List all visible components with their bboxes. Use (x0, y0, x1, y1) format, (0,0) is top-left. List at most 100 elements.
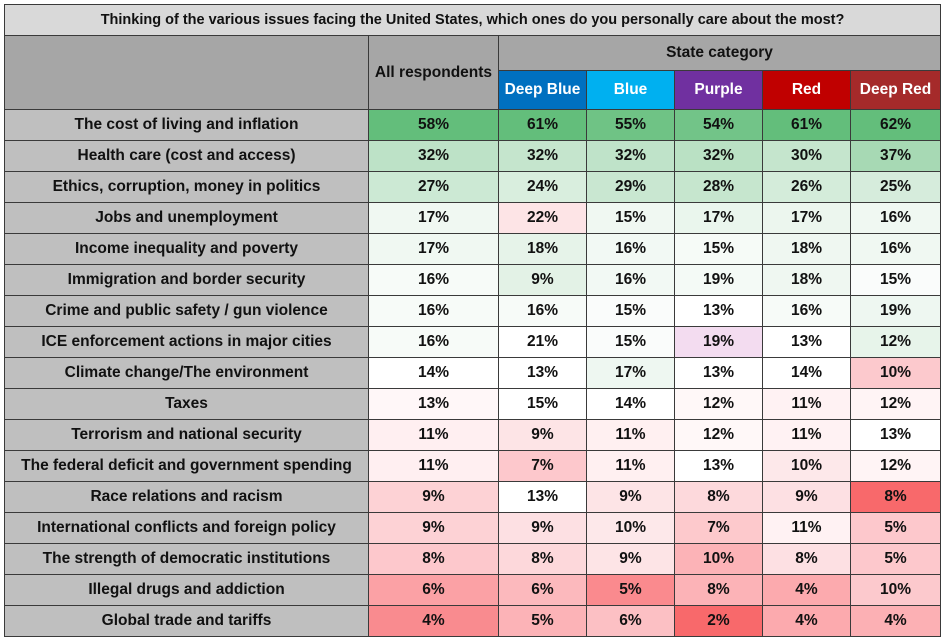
value-cell: 8% (674, 574, 763, 606)
table-row: Jobs and unemployment 17% 22% 15% 17% 17% 16% (4, 202, 941, 234)
value-cell: 15% (586, 326, 675, 358)
value-cell: 8% (674, 481, 763, 513)
value-cell: 14% (762, 357, 851, 389)
value-cell: 25% (849, 171, 941, 203)
value-cell: 13% (849, 419, 941, 451)
value-cell: 15% (674, 233, 763, 265)
issue-label: Jobs and unemployment (4, 202, 369, 234)
value-cell: 17% (586, 357, 675, 389)
value-cell: 7% (674, 512, 763, 544)
value-cell: 24% (498, 171, 587, 203)
value-cell: 37% (849, 140, 941, 172)
value-cell: 16% (762, 295, 851, 327)
value-cell: 17% (368, 233, 499, 265)
value-cell: 32% (368, 140, 499, 172)
value-cell: 32% (674, 140, 763, 172)
value-cell: 5% (849, 543, 941, 575)
value-cell: 11% (762, 419, 851, 451)
state-header-deep-blue: Deep Blue (498, 70, 587, 110)
value-cell: 4% (762, 574, 851, 606)
issue-label: The strength of democratic institutions (4, 543, 369, 575)
value-cell: 13% (762, 326, 851, 358)
value-cell: 13% (498, 357, 587, 389)
value-cell: 16% (586, 264, 675, 296)
value-cell: 11% (586, 450, 675, 482)
issue-label: Race relations and racism (4, 481, 369, 513)
table-row: Taxes 13% 15% 14% 12% 11% 12% (4, 388, 941, 420)
table-row: Terrorism and national security 11% 9% 11% 1… (4, 419, 941, 451)
value-cell: 18% (762, 264, 851, 296)
value-cell: 26% (762, 171, 851, 203)
value-cell: 17% (368, 202, 499, 234)
value-cell: 16% (498, 295, 587, 327)
value-cell: 5% (498, 605, 587, 637)
table-row: International conflicts and foreign poli… (4, 512, 941, 544)
value-cell: 6% (368, 574, 499, 606)
value-cell: 29% (586, 171, 675, 203)
value-cell: 15% (586, 295, 675, 327)
table-row: Climate change/The environment 14% 13% 17% 1… (4, 357, 941, 389)
value-cell: 11% (762, 512, 851, 544)
state-header-red: Red (762, 70, 851, 110)
value-cell: 13% (674, 357, 763, 389)
value-cell: 16% (368, 264, 499, 296)
issue-label: International conflicts and foreign poli… (4, 512, 369, 544)
value-cell: 12% (849, 326, 941, 358)
value-cell: 17% (674, 202, 763, 234)
issue-label: The federal deficit and government spend… (4, 450, 369, 482)
issue-header-blank (4, 35, 369, 110)
value-cell: 19% (674, 264, 763, 296)
value-cell: 10% (586, 512, 675, 544)
table-title: Thinking of the various issues facing th… (3, 4, 941, 36)
value-cell: 11% (368, 450, 499, 482)
table-row: ICE enforcement actions in major cities 1… (4, 326, 941, 358)
value-cell: 28% (674, 171, 763, 203)
value-cell: 61% (762, 109, 851, 141)
state-header-deep-red: Deep Red (849, 70, 941, 110)
table-row: Crime and public safety / gun violence 16… (4, 295, 941, 327)
issue-label: Terrorism and national security (4, 419, 369, 451)
value-cell: 16% (368, 326, 499, 358)
value-cell: 10% (849, 574, 941, 606)
value-cell: 13% (498, 481, 587, 513)
value-cell: 6% (498, 574, 587, 606)
table-row: Global trade and tariffs 4% 5% 6% 2% 4% 4% (4, 605, 941, 637)
value-cell: 10% (849, 357, 941, 389)
value-cell: 15% (849, 264, 941, 296)
issues-table: Thinking of the various issues facing th… (3, 4, 941, 637)
value-cell: 30% (762, 140, 851, 172)
table-row: Immigration and border security 16% 9% 16% 1… (4, 264, 941, 296)
value-cell: 10% (674, 543, 763, 575)
value-cell: 11% (586, 419, 675, 451)
table-row: Health care (cost and access) 32% 32% 32% 32… (4, 140, 941, 172)
value-cell: 9% (498, 264, 587, 296)
state-header-purple: Purple (674, 70, 763, 110)
value-cell: 9% (586, 481, 675, 513)
value-cell: 4% (849, 605, 941, 637)
table-row: The federal deficit and government spend… (4, 450, 941, 482)
value-cell: 22% (498, 202, 587, 234)
value-cell: 16% (586, 233, 675, 265)
issue-label: Global trade and tariffs (4, 605, 369, 637)
value-cell: 8% (368, 543, 499, 575)
value-cell: 6% (586, 605, 675, 637)
issue-label: Income inequality and poverty (4, 233, 369, 265)
value-cell: 18% (498, 233, 587, 265)
state-header-blue: Blue (586, 70, 675, 110)
value-cell: 61% (498, 109, 587, 141)
value-cell: 27% (368, 171, 499, 203)
value-cell: 10% (762, 450, 851, 482)
value-cell: 16% (849, 202, 941, 234)
value-cell: 9% (368, 512, 499, 544)
value-cell: 17% (762, 202, 851, 234)
value-cell: 19% (849, 295, 941, 327)
value-cell: 55% (586, 109, 675, 141)
value-cell: 9% (586, 543, 675, 575)
issue-label: Taxes (4, 388, 369, 420)
table-row: Illegal drugs and addiction 6% 6% 5% 8% 4% 10% (4, 574, 941, 606)
value-cell: 8% (762, 543, 851, 575)
value-cell: 16% (368, 295, 499, 327)
value-cell: 4% (368, 605, 499, 637)
value-cell: 9% (762, 481, 851, 513)
issue-label: The cost of living and inflation (4, 109, 369, 141)
